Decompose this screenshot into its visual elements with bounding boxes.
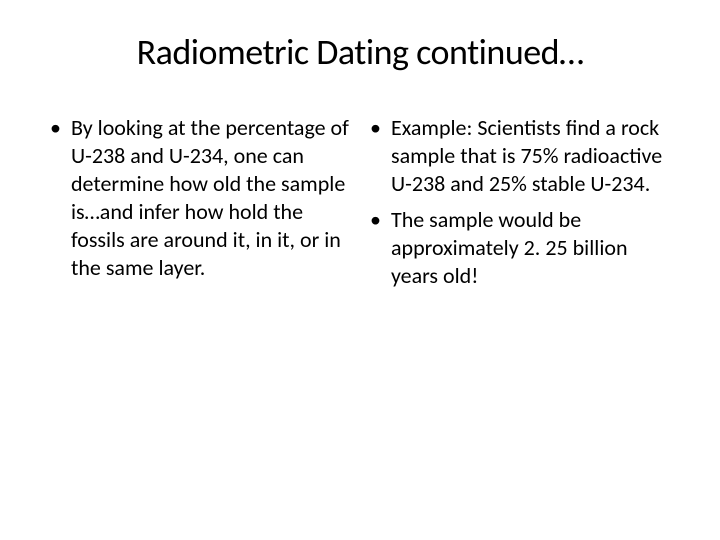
slide-columns: • By looking at the percentage of U-238 … [50, 114, 670, 500]
bullet-icon: • [370, 114, 381, 142]
bullet-item: • Example: Scientists find a rock sample… [370, 114, 670, 198]
bullet-icon: • [370, 206, 381, 234]
column-left: • By looking at the percentage of U-238 … [50, 114, 350, 500]
slide: Radiometric Dating continued… • By looki… [0, 0, 720, 540]
bullet-text: Example: Scientists find a rock sample t… [391, 114, 670, 198]
bullet-item: • The sample would be approximately 2. 2… [370, 206, 670, 290]
bullet-text: By looking at the percentage of U-238 an… [71, 114, 350, 282]
slide-title: Radiometric Dating continued… [50, 30, 670, 74]
bullet-text: The sample would be approximately 2. 25 … [391, 206, 670, 290]
column-right: • Example: Scientists find a rock sample… [370, 114, 670, 500]
bullet-icon: • [50, 114, 61, 142]
bullet-item: • By looking at the percentage of U-238 … [50, 114, 350, 282]
